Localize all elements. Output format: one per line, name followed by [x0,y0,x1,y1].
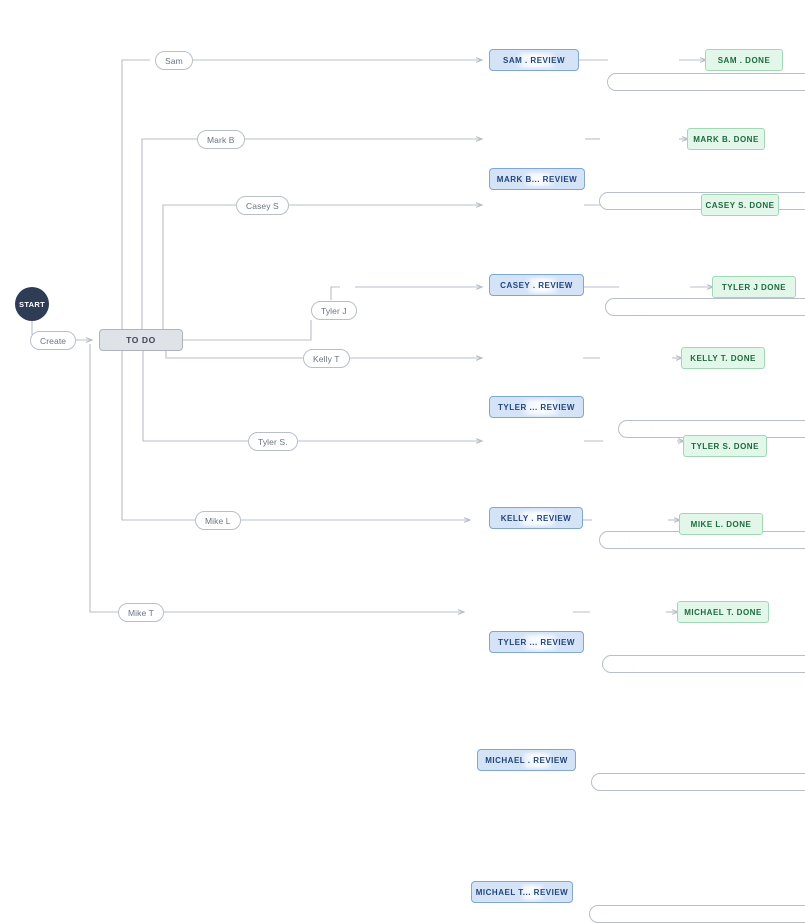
assignee-pill-sam[interactable]: Sam [155,51,193,70]
edge-layer [31,0,805,646]
redaction-overlay [636,301,646,314]
reviewed-pill-tyler-s[interactable]: Tyler Reviewed [602,655,805,673]
done-node-tyler-j[interactable]: TYLER J DONE [712,276,796,298]
done-node-mike-l[interactable]: MIKE L. DONE [679,513,763,535]
start-node[interactable]: START [15,287,49,321]
done-node-casey-s[interactable]: CASEY S. DONE [701,194,779,216]
create-label: Create [40,335,67,346]
assignee-pill-casey-s[interactable]: Casey S [236,196,289,215]
assignee-label: Sam [165,55,183,66]
done-label: TYLER S. DONE [691,441,759,451]
assignee-label: Mike L [205,515,231,526]
review-label: SAM . REVIEW [502,55,565,65]
done-label: MARK B. DONE [693,134,759,144]
assignee-label: Casey S [246,200,279,211]
edge-label-create[interactable]: Create [30,331,77,350]
todo-label: TO DO [126,335,156,345]
edge-todo-casey [162,204,236,330]
review-label: MICHAEL . REVIEW [485,755,568,765]
edge-todo-sam [121,59,150,330]
done-node-sam[interactable]: SAM . DONE [705,49,783,71]
assignee-label: Mike T [128,607,154,618]
assignee-pill-mike-l[interactable]: Mike L [195,511,241,530]
reviewed-pill-mike-l[interactable]: Mike ... Reviewed [591,773,805,791]
redaction-overlay [614,776,630,789]
review-label: MARK B... REVIEW [496,174,578,184]
review-label: MICHAEL T... REVIEW [475,887,569,897]
workflow-canvas: START Create TO DO Sam SAM . REVIEW Sam … [15,0,805,923]
reviewed-pill-casey-s[interactable]: Casey . Reviewed [605,298,805,316]
redaction-overlay [627,658,639,671]
edge-todo-tylerj-a [183,320,312,341]
assignee-label: Mark B [207,134,235,145]
assignee-pill-tyler-j[interactable]: Tyler J [311,301,357,320]
edge-tylerj-up [330,286,340,300]
review-node-tyler-j[interactable]: TYLER ... REVIEW [489,396,584,418]
reviewed-pill-mike-t[interactable]: Mike Reviewed [589,905,805,923]
review-label: TYLER ... REVIEW [498,402,575,412]
done-label: MIKE L. DONE [690,519,752,529]
review-label: TYLER ... REVIEW [498,637,575,647]
edge-todo-miket [89,344,118,613]
done-node-kelly-t[interactable]: KELLY T. DONE [681,347,765,369]
done-label: SAM . DONE [717,55,771,65]
review-node-sam[interactable]: SAM . REVIEW [489,49,579,71]
review-node-tyler-s[interactable]: TYLER ... REVIEW [489,631,584,653]
edge-todo-mikel [121,351,195,521]
done-label: CASEY S. DONE [705,200,775,210]
assignee-pill-mark-b[interactable]: Mark B [197,130,245,149]
done-label: TYLER J DONE [721,282,787,292]
edge-todo-kelly [165,351,303,359]
review-node-casey-s[interactable]: CASEY . REVIEW [489,274,584,296]
redaction-overlay [624,534,636,547]
done-label: KELLY T. DONE [690,353,756,363]
review-label: KELLY . REVIEW [500,513,572,523]
review-node-mike-t[interactable]: MICHAEL T... REVIEW [471,881,573,903]
done-label: MICHAEL T. DONE [684,607,762,617]
redaction-overlay [645,423,657,436]
review-label: CASEY . REVIEW [500,280,573,290]
edge-todo-mark [141,138,197,330]
review-node-kelly-t[interactable]: KELLY . REVIEW [489,507,583,529]
done-node-mike-t[interactable]: MICHAEL T. DONE [677,601,769,623]
reviewed-pill-sam[interactable]: Sam Reviewed [607,73,805,91]
done-node-mark-b[interactable]: MARK B. DONE [687,128,765,150]
start-label: START [19,299,45,309]
done-node-tyler-s[interactable]: TYLER S. DONE [683,435,767,457]
redaction-overlay [612,908,626,921]
assignee-label: Tyler J [321,305,347,316]
assignee-pill-mike-t[interactable]: Mike T [118,603,164,622]
edge-todo-tylers [142,351,248,442]
assignee-pill-kelly-t[interactable]: Kelly T [303,349,350,368]
review-node-mike-l[interactable]: MICHAEL . REVIEW [477,749,576,771]
assignee-label: Tyler S. [258,436,288,447]
assignee-label: Kelly T [313,353,340,364]
review-node-mark-b[interactable]: MARK B... REVIEW [489,168,585,190]
assignee-pill-tyler-s[interactable]: Tyler S. [248,432,298,451]
redaction-overlay [626,195,644,208]
todo-node[interactable]: TO DO [99,329,183,351]
